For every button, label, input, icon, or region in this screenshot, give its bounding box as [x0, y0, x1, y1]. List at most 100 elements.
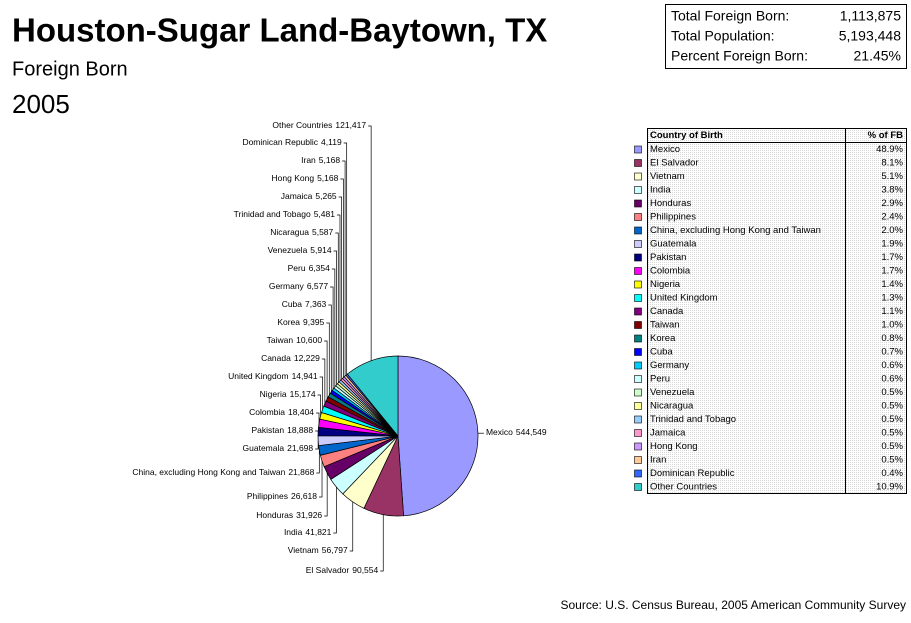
slice-label-name: Canada	[261, 353, 291, 363]
slice-label: Philippines 26,618	[247, 491, 317, 501]
legend-swatch	[634, 145, 642, 154]
slice-label-value: 7,363	[305, 299, 327, 309]
table-percent: 3.8%	[881, 185, 903, 196]
legend-swatch	[634, 226, 642, 235]
slice-label-value: 6,577	[307, 281, 329, 291]
table-percent: 0.5%	[881, 441, 903, 452]
table-header: % of FB	[868, 130, 903, 141]
slice-label-value: 5,168	[317, 173, 339, 183]
slice-label-value: 56,797	[322, 545, 348, 555]
leader-line	[338, 196, 343, 380]
table-percent: 0.6%	[881, 360, 903, 371]
table-country: Vietnam	[650, 171, 685, 182]
table-country: Peru	[650, 374, 670, 385]
slice-label-value: 18,888	[287, 425, 313, 435]
table-percent: 1.7%	[881, 266, 903, 277]
slice-label-name: India	[284, 527, 303, 537]
slice-label-name: China, excluding Hong Kong and Taiwan	[132, 467, 285, 477]
slice-label-name: Nigeria	[260, 389, 287, 399]
table-percent: 2.0%	[881, 225, 903, 236]
table-country: Canada	[650, 306, 684, 317]
legend-swatch	[634, 240, 642, 248]
chart-title: Houston-Sugar Land-Baytown, TX	[12, 12, 547, 49]
table-country: Other Countries	[650, 482, 717, 493]
leader-line	[319, 376, 323, 410]
legend-swatch	[634, 402, 642, 410]
slice-label-value: 15,174	[290, 389, 316, 399]
leader-line	[331, 268, 336, 387]
table-header: Country of Birth	[650, 130, 723, 141]
table-country: Mexico	[650, 144, 680, 155]
leader-line	[342, 160, 346, 376]
slice-label-name: Jamaica	[281, 191, 313, 201]
slice-label: Dominican Republic 4,119	[242, 137, 342, 147]
leader-line	[315, 440, 319, 450]
slice-label: Nicaragua 5,587	[270, 227, 333, 237]
slice-label-value: 4,119	[321, 137, 342, 147]
legend-swatch	[634, 253, 642, 262]
slice-label-name: Venezuela	[268, 245, 308, 255]
source-note: Source: U.S. Census Bureau, 2005 America…	[561, 598, 907, 612]
table-country: India	[650, 185, 671, 196]
table-country: Germany	[650, 360, 689, 371]
table-percent: 1.0%	[881, 320, 903, 331]
slice-label: Nigeria 15,174	[260, 389, 316, 399]
slice-label: Hong Kong 5,168	[272, 173, 339, 183]
leader-line	[316, 412, 320, 424]
leader-line	[368, 125, 372, 361]
legend-swatch	[634, 294, 642, 302]
leader-line	[349, 501, 354, 552]
table-box	[647, 128, 907, 494]
slice-label-name: Trinidad and Tobago	[234, 209, 311, 219]
legend-swatch	[634, 375, 642, 383]
slice-label-value: 26,618	[291, 491, 317, 501]
leader-line	[340, 178, 344, 378]
year-label: 2005	[12, 89, 70, 119]
table-percent: 0.4%	[881, 468, 903, 479]
legend-swatch	[634, 172, 642, 181]
table-percent: 0.6%	[881, 374, 903, 385]
table-percent: 2.9%	[881, 198, 903, 209]
legend-swatch	[634, 456, 642, 464]
table-country: Pakistan	[650, 252, 686, 263]
summary-label: Total Foreign Born:	[671, 8, 789, 24]
slice-label-value: 5,168	[319, 155, 341, 165]
table-percent: 0.5%	[881, 455, 903, 466]
slice-label: Guatemala 21,698	[243, 443, 314, 453]
table-percent: 0.8%	[881, 333, 903, 344]
slice-label-value: 544,549	[516, 427, 547, 437]
chart-subtitle: Foreign Born	[12, 58, 128, 80]
slice-label: Venezuela 5,914	[268, 245, 332, 255]
leader-line	[324, 473, 328, 517]
legend-swatch	[634, 307, 642, 316]
leader-line	[315, 430, 319, 432]
table-country: Taiwan	[650, 320, 680, 331]
leader-line	[316, 450, 320, 474]
slice-label: Germany 6,577	[269, 281, 329, 291]
slice-label-value: 21,868	[288, 467, 314, 477]
leader-line	[380, 514, 384, 572]
table-country: Hong Kong	[650, 441, 698, 452]
slice-label-name: Cuba	[282, 299, 303, 309]
slice-label: Other Countries 121,417	[272, 120, 366, 130]
table-country: China, excluding Hong Kong and Taiwan	[650, 225, 821, 236]
slice-label-value: 18,404	[288, 407, 314, 417]
table-percent: 0.5%	[881, 387, 903, 398]
slice-label-value: 121,417	[335, 120, 366, 130]
summary-value: 1,113,875	[840, 8, 901, 24]
slice-label: Iran 5,168	[301, 155, 340, 165]
slice-label-name: Nicaragua	[270, 227, 309, 237]
legend-swatch	[634, 361, 642, 370]
slice-label-name: Vietnam	[288, 545, 319, 555]
table-percent: 5.1%	[881, 171, 903, 182]
leader-line	[333, 487, 337, 534]
slice-label-name: Honduras	[256, 510, 293, 520]
slice-label-value: 21,698	[287, 443, 313, 453]
table-country: El Salvador	[650, 158, 699, 169]
slice-label: Colombia 18,404	[249, 407, 314, 417]
slice-label: Peru 6,354	[288, 263, 331, 273]
slice-label-name: Philippines	[247, 491, 288, 501]
leader-line	[319, 461, 323, 498]
leader-line	[335, 232, 339, 383]
